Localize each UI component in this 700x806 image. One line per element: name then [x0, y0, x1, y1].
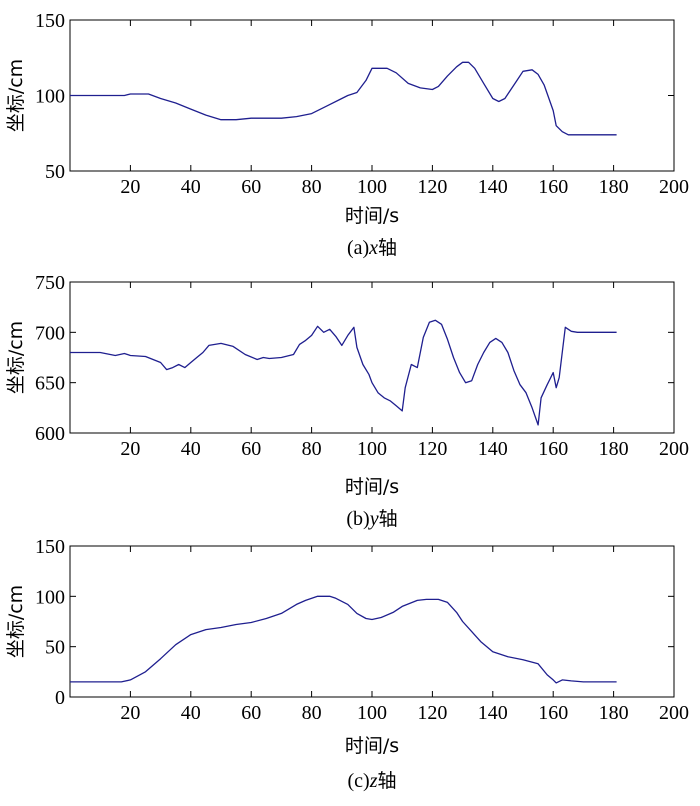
panel-caption: (c)z轴	[347, 770, 396, 792]
y-tick-label: 100	[35, 86, 65, 108]
y-tick-label: 650	[35, 373, 65, 395]
caption-variable: y	[368, 508, 379, 530]
plot-frame	[69, 19, 675, 172]
caption-variable: z	[369, 770, 378, 792]
x-tick-label: 180	[599, 176, 629, 198]
series-line-y	[70, 319, 617, 426]
x-tick-label: 80	[302, 438, 322, 460]
chart-panel: 20 40 60 80 100 120 140 160 180 200 0 50 100 150 坐标/cm…	[5, 536, 689, 792]
x-tick-label: 200	[659, 702, 689, 724]
x-tick-label: 160	[538, 176, 568, 198]
x-axis-title: 时间/s	[345, 476, 399, 498]
caption-suffix: 轴	[378, 237, 397, 259]
x-tick-label: 60	[241, 702, 261, 724]
y-tick-label: 150	[35, 10, 65, 32]
y-tick-label: 50	[45, 161, 65, 183]
x-tick-label: 60	[241, 438, 261, 460]
x-tick-label: 180	[599, 438, 629, 460]
series-line-x	[70, 61, 617, 136]
plot-frame	[69, 545, 675, 698]
x-tick-label: 40	[181, 702, 201, 724]
x-axis-title: 时间/s	[345, 205, 399, 227]
chart-panel: 20 40 60 80 100 120 140 160 180 200 600 650 700 750 坐标…	[5, 272, 689, 530]
x-tick-label: 20	[120, 702, 140, 724]
x-tick-label: 200	[659, 176, 689, 198]
x-tick-label: 100	[357, 176, 387, 198]
x-tick-label: 120	[417, 176, 447, 198]
panel-caption: (a)x轴	[347, 237, 397, 259]
y-axis-title: 坐标/cm	[5, 321, 27, 394]
x-tick-label: 140	[478, 176, 508, 198]
x-tick-label: 180	[599, 702, 629, 724]
y-tick-label: 600	[35, 423, 65, 445]
x-tick-label: 20	[120, 176, 140, 198]
caption-prefix: (c)	[347, 770, 369, 792]
y-axis-title: 坐标/cm	[5, 585, 27, 658]
panel-caption: (b)y轴	[346, 508, 397, 530]
plot-frame	[69, 281, 675, 434]
y-tick-label: 50	[45, 637, 65, 659]
x-tick-label: 60	[241, 176, 261, 198]
x-tick-label: 120	[417, 702, 447, 724]
x-tick-label: 120	[417, 438, 447, 460]
caption-suffix: 轴	[377, 770, 396, 792]
caption-variable: x	[368, 237, 378, 259]
x-tick-label: 20	[120, 438, 140, 460]
series-line-z	[70, 595, 617, 684]
caption-prefix: (b)	[346, 508, 369, 530]
x-tick-label: 40	[181, 438, 201, 460]
x-tick-label: 160	[538, 438, 568, 460]
y-tick-label: 0	[55, 687, 65, 709]
y-tick-label: 100	[35, 586, 65, 608]
x-tick-label: 80	[302, 702, 322, 724]
x-axis-title: 时间/s	[345, 735, 399, 757]
y-axis-title: 坐标/cm	[5, 59, 27, 132]
x-tick-label: 40	[181, 176, 201, 198]
x-tick-label: 100	[357, 438, 387, 460]
caption-suffix: 轴	[379, 508, 398, 530]
x-tick-label: 160	[538, 702, 568, 724]
x-tick-label: 140	[478, 438, 508, 460]
x-tick-label: 200	[659, 438, 689, 460]
y-tick-label: 700	[35, 322, 65, 344]
x-tick-label: 100	[357, 702, 387, 724]
caption-prefix: (a)	[347, 237, 369, 259]
y-tick-label: 750	[35, 272, 65, 294]
y-tick-label: 150	[35, 536, 65, 558]
x-tick-label: 140	[478, 702, 508, 724]
x-tick-label: 80	[302, 176, 322, 198]
chart-panel: 20 40 60 80 100 120 140 160 180 200 50 100 150 坐标/cm 时…	[5, 10, 689, 259]
